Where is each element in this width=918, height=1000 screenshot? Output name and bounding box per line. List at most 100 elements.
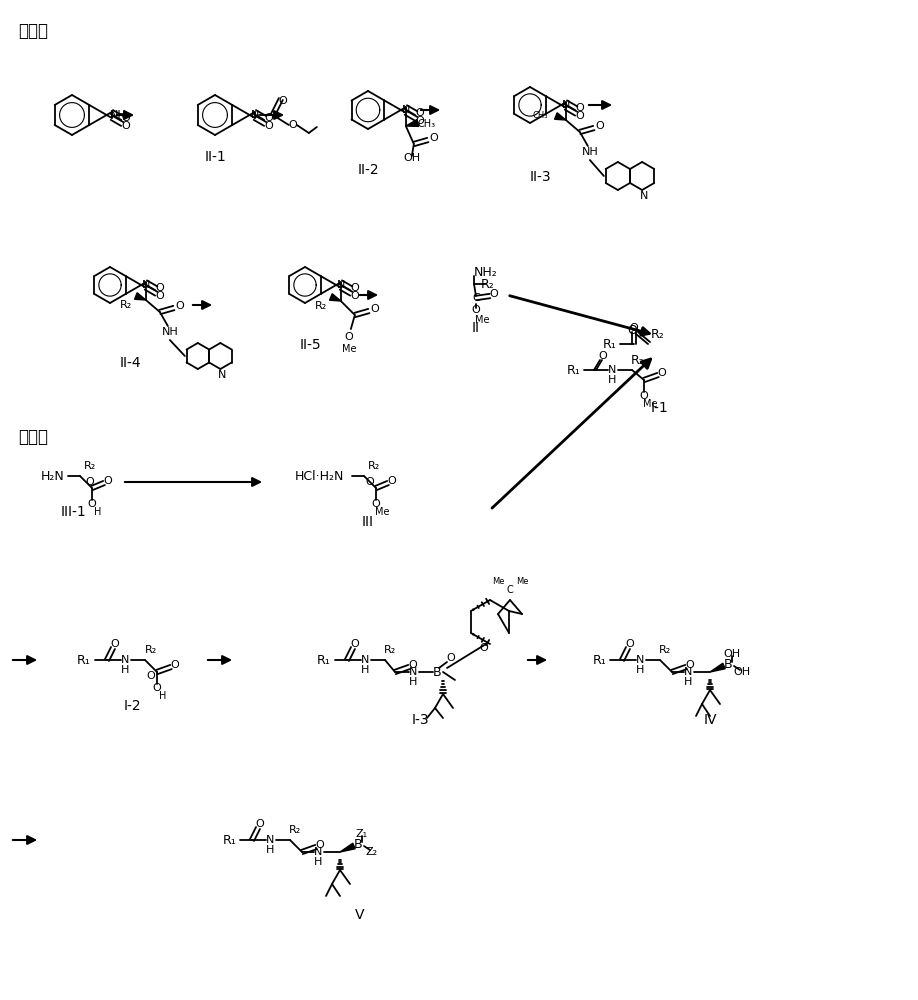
Text: O: O: [152, 683, 162, 693]
Text: R₁: R₁: [592, 654, 606, 666]
Text: O: O: [171, 660, 179, 670]
Polygon shape: [330, 294, 341, 301]
Text: N: N: [337, 280, 345, 290]
Text: H: H: [121, 665, 129, 675]
Text: O: O: [686, 660, 694, 670]
Text: R₁: R₁: [602, 338, 616, 351]
Text: N: N: [636, 655, 644, 665]
Text: O: O: [351, 283, 360, 293]
Text: B: B: [723, 658, 733, 670]
Text: III: III: [362, 515, 374, 529]
Text: 路线一: 路线一: [18, 22, 48, 40]
Text: O: O: [265, 121, 274, 131]
Text: I-3: I-3: [411, 713, 429, 727]
Polygon shape: [710, 663, 725, 672]
Text: O: O: [409, 660, 418, 670]
Text: R₂: R₂: [368, 461, 380, 471]
Text: R₂: R₂: [651, 328, 665, 340]
Text: R₂: R₂: [315, 301, 327, 311]
Text: IV: IV: [703, 713, 717, 727]
Text: O: O: [371, 304, 379, 314]
Text: III-1: III-1: [62, 505, 87, 519]
Text: R₁: R₁: [77, 654, 91, 666]
Text: N: N: [684, 667, 692, 677]
Text: Me: Me: [492, 578, 504, 586]
Text: C: C: [507, 585, 513, 595]
Text: N: N: [562, 100, 570, 110]
Text: N: N: [121, 655, 129, 665]
Text: O: O: [447, 653, 455, 663]
Text: O: O: [416, 116, 425, 126]
Text: O: O: [344, 332, 353, 342]
Polygon shape: [406, 120, 419, 126]
Text: O: O: [489, 289, 498, 299]
Text: O: O: [657, 368, 666, 378]
Text: II-4: II-4: [119, 356, 140, 370]
Text: O: O: [156, 291, 164, 301]
Text: N: N: [608, 365, 616, 375]
Text: H: H: [160, 691, 167, 701]
Text: H: H: [409, 677, 417, 687]
Text: N: N: [409, 667, 417, 677]
Text: N: N: [361, 655, 369, 665]
Text: O: O: [627, 324, 637, 336]
Text: O: O: [351, 291, 360, 301]
Text: O: O: [288, 120, 297, 130]
Text: H: H: [608, 375, 616, 385]
Text: Me: Me: [375, 507, 389, 517]
Polygon shape: [554, 113, 565, 120]
Text: O: O: [85, 477, 95, 487]
Text: R₂: R₂: [659, 645, 671, 655]
Text: O: O: [479, 643, 488, 653]
Text: Me: Me: [341, 344, 356, 354]
Text: O: O: [630, 323, 638, 333]
Text: H: H: [314, 857, 322, 867]
Text: CH₃: CH₃: [418, 119, 436, 129]
Text: I-2: I-2: [123, 699, 140, 713]
Text: V: V: [355, 908, 364, 922]
Text: O: O: [87, 499, 96, 509]
Polygon shape: [340, 843, 355, 852]
Text: O: O: [430, 133, 438, 143]
Text: R₂: R₂: [289, 825, 301, 835]
Text: C: C: [472, 293, 480, 303]
Text: R₂: R₂: [632, 354, 644, 366]
Text: II-2: II-2: [357, 163, 379, 177]
Text: O: O: [156, 283, 164, 293]
Text: R₂: R₂: [84, 461, 96, 471]
Text: NH: NH: [109, 110, 126, 120]
Text: O: O: [104, 476, 112, 486]
Text: O: O: [596, 121, 604, 131]
Text: H: H: [684, 677, 692, 687]
Text: O: O: [278, 96, 287, 106]
Text: II-3: II-3: [529, 170, 551, 184]
Text: O: O: [365, 477, 375, 487]
Text: N: N: [251, 110, 259, 120]
Text: 路线二: 路线二: [18, 428, 48, 446]
Text: II: II: [472, 321, 480, 335]
Text: N: N: [266, 835, 274, 845]
Text: O: O: [122, 113, 130, 123]
Text: H: H: [636, 665, 644, 675]
Text: O: O: [175, 301, 185, 311]
Text: NH: NH: [581, 147, 599, 157]
Text: CH₃: CH₃: [532, 111, 548, 120]
Text: O: O: [147, 671, 155, 681]
Text: O: O: [576, 103, 585, 113]
Text: H₂N: H₂N: [40, 470, 64, 483]
Text: OH: OH: [733, 667, 751, 677]
Polygon shape: [135, 293, 146, 300]
Text: I-1: I-1: [651, 401, 669, 415]
Text: R₂: R₂: [145, 645, 157, 655]
Text: R₂: R₂: [119, 300, 132, 310]
Text: R₁: R₁: [222, 834, 236, 846]
Text: NH: NH: [162, 327, 178, 337]
Text: R₂: R₂: [384, 645, 397, 655]
Text: O: O: [626, 639, 634, 649]
Text: Z₂: Z₂: [366, 847, 378, 857]
Text: O: O: [599, 351, 608, 361]
Text: N: N: [314, 847, 322, 857]
Text: Me: Me: [516, 578, 528, 586]
Text: H: H: [266, 845, 274, 855]
Text: O: O: [576, 111, 585, 121]
